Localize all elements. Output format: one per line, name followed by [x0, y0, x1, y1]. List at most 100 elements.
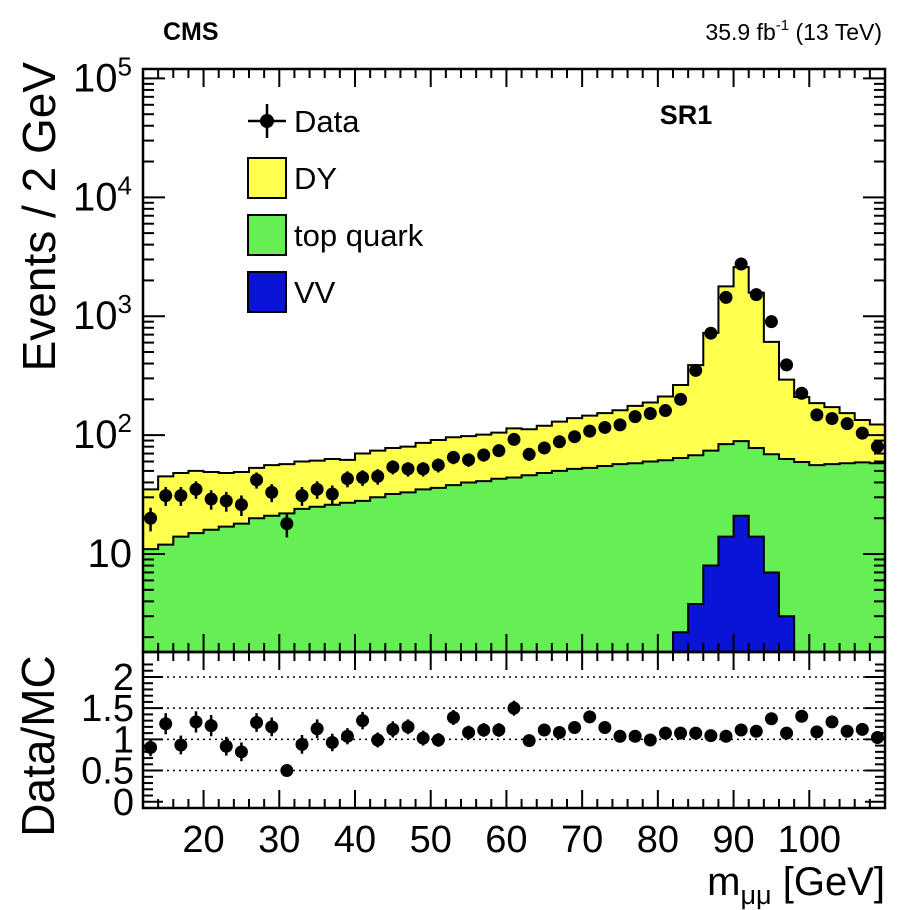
ratio-point	[825, 715, 839, 729]
ratio-point	[734, 723, 748, 737]
ratio-point	[280, 764, 294, 778]
ratio-point	[613, 729, 627, 743]
ratio-point	[643, 733, 657, 747]
ratio-point	[719, 729, 733, 743]
y-tick-label-base: 10	[73, 175, 118, 219]
data-point	[522, 447, 536, 461]
ratio-point	[401, 720, 415, 734]
lumi-value: 35.9 fb	[705, 19, 775, 45]
legend-item-data: Data	[248, 104, 360, 139]
ratio-point	[764, 712, 778, 726]
ratio-point	[704, 729, 718, 743]
data-point	[552, 435, 566, 449]
ratio-point	[568, 721, 582, 735]
y-tick-label-exponent: 5	[118, 51, 132, 81]
y-tick-label-exponent: 2	[118, 408, 132, 438]
data-point	[401, 462, 415, 476]
data-point	[431, 458, 445, 472]
ratio-point	[522, 734, 536, 748]
ratio-point	[810, 725, 824, 739]
legend-item-top-quark: top quark	[247, 214, 424, 256]
ratio-y-tick-label: 2	[113, 657, 134, 699]
experiment-label: CMS	[163, 18, 219, 46]
data-point	[477, 448, 491, 462]
legend-label: Data	[294, 104, 360, 139]
x-axis-title-subscript: μμ	[740, 880, 771, 910]
data-point	[416, 462, 430, 476]
legend-swatch	[247, 271, 287, 313]
ratio-y-tick-label: 1	[113, 719, 134, 761]
stack-dy-outline	[143, 266, 885, 652]
x-axis-title: mμμ [GeV]	[707, 860, 885, 910]
data-point	[265, 485, 279, 499]
ratio-point	[325, 735, 339, 749]
data-point	[658, 404, 672, 418]
data-point	[795, 386, 809, 400]
ratio-point	[431, 733, 445, 747]
data-point	[628, 410, 642, 424]
stack-vv-outline	[657, 514, 810, 652]
ratio-point	[492, 723, 506, 737]
data-point	[295, 489, 309, 503]
ratio-y-tick-label: 0.5	[81, 751, 134, 793]
ratio-point	[598, 721, 612, 735]
data-point	[780, 358, 794, 372]
ratio-point	[446, 711, 460, 725]
data-point	[674, 392, 688, 406]
data-point	[598, 420, 612, 434]
region-label: SR1	[660, 100, 713, 130]
ratio-y-tick-label: 1.5	[81, 688, 134, 730]
stack-top-quark-fill	[143, 441, 885, 652]
data-point	[764, 315, 778, 329]
ratio-point	[416, 731, 430, 745]
data-point	[583, 424, 597, 438]
x-tick-label: 70	[561, 819, 603, 861]
data-point	[855, 426, 869, 440]
y-tick-label-exponent: 4	[118, 170, 132, 200]
data-point	[749, 288, 763, 302]
x-tick-label: 30	[258, 819, 300, 861]
data-point	[325, 487, 339, 501]
y-tick-label: 102	[73, 408, 132, 457]
ratio-point	[310, 722, 324, 736]
lumi-energy: (13 TeV)	[789, 19, 882, 45]
stack-vv-fill	[657, 515, 810, 652]
ratio-point	[371, 733, 385, 747]
lumi-label: 35.9 fb-1 (13 TeV)	[705, 17, 882, 45]
legend-label: top quark	[294, 218, 424, 253]
data-point	[386, 460, 400, 474]
lumi-exponent: -1	[776, 17, 789, 34]
stack-top-quark-outline	[143, 440, 885, 652]
ratio-point	[870, 730, 884, 744]
data-point	[719, 290, 733, 304]
data-point	[507, 432, 521, 446]
y-tick-label: 104	[73, 170, 132, 219]
data-point	[492, 444, 506, 458]
ratio-point	[583, 710, 597, 724]
data-point	[704, 326, 718, 340]
ratio-y-tick-label: 0	[113, 782, 134, 824]
x-axis-title-unit: [GeV]	[772, 860, 885, 904]
ratio-point	[340, 729, 354, 743]
data-point	[204, 492, 218, 506]
ratio-point	[477, 723, 491, 737]
data-point	[840, 417, 854, 431]
data-point	[613, 418, 627, 432]
data-point	[159, 489, 173, 503]
ratio-point	[144, 740, 158, 754]
ratio-point	[840, 724, 854, 738]
ratio-point	[689, 726, 703, 740]
ratio-point	[537, 723, 551, 737]
x-axis-title-main: m	[707, 860, 740, 904]
legend-swatch	[247, 157, 287, 199]
ratio-point	[855, 722, 869, 736]
data-point	[234, 498, 248, 512]
ratio-point	[658, 726, 672, 740]
data-point	[310, 482, 324, 496]
data-point	[174, 489, 188, 503]
legend-label: DY	[294, 161, 337, 196]
ratio-point	[204, 719, 218, 733]
data-point	[446, 450, 460, 464]
